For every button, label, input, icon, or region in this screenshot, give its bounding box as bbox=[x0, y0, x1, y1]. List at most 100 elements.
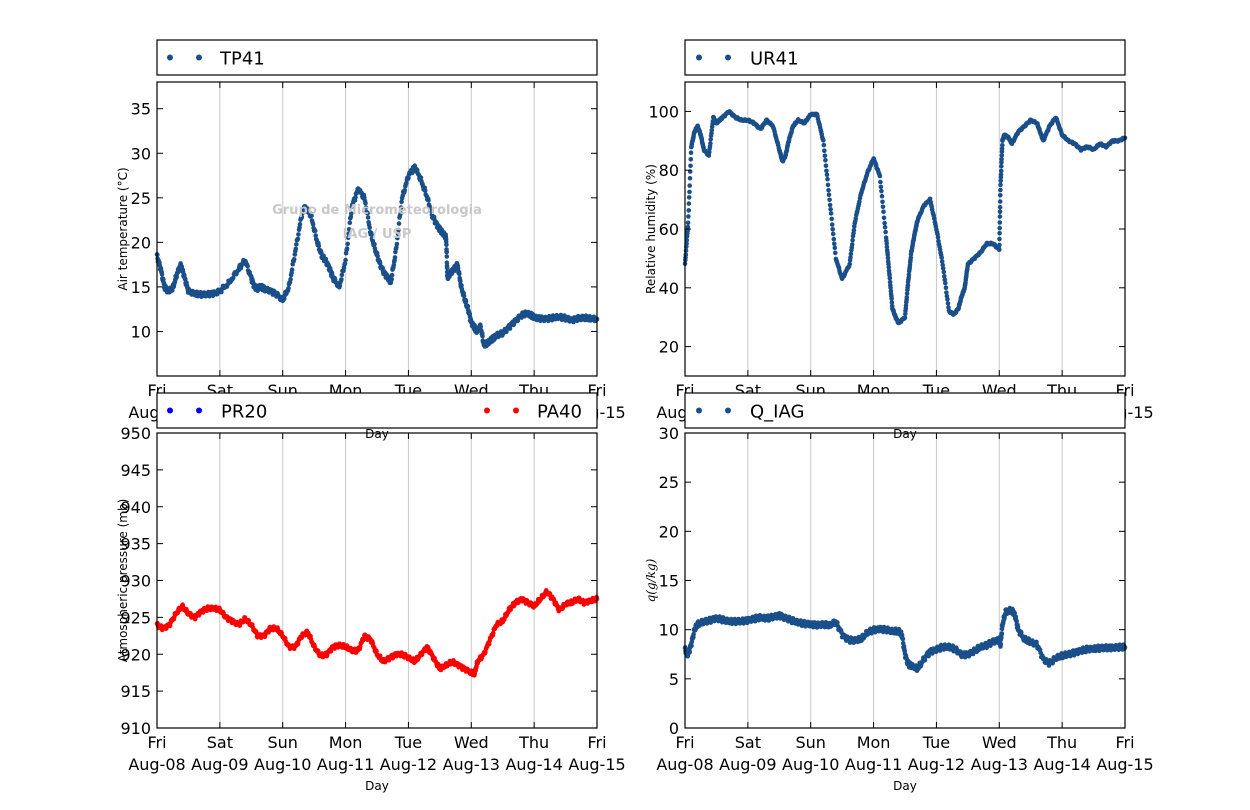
x-axis-label: Day bbox=[365, 427, 389, 441]
data-point bbox=[159, 271, 165, 277]
y-tick-label: 10 bbox=[131, 322, 151, 341]
x-tick-date-label: Aug-09 bbox=[719, 755, 776, 774]
data-point bbox=[999, 156, 1004, 162]
data-point bbox=[289, 267, 295, 273]
x-tick-date-label: Aug-11 bbox=[845, 755, 902, 774]
data-point bbox=[879, 193, 885, 199]
x-tick-day-label: Fri bbox=[1115, 733, 1134, 752]
data-point bbox=[297, 222, 303, 227]
data-point bbox=[396, 221, 402, 226]
data-point bbox=[850, 237, 855, 243]
x-tick-day-label: Mon bbox=[857, 733, 891, 752]
axes-frame bbox=[156, 81, 598, 377]
data-point bbox=[293, 246, 299, 252]
legend-box bbox=[684, 392, 1126, 429]
legend-marker bbox=[696, 54, 702, 61]
data-point bbox=[832, 241, 837, 247]
data-point bbox=[444, 254, 450, 259]
data-point bbox=[402, 188, 408, 193]
legend-box bbox=[684, 39, 1126, 76]
data-point bbox=[689, 643, 694, 649]
data-point bbox=[998, 187, 1003, 193]
data-point bbox=[683, 252, 689, 258]
data-point bbox=[398, 211, 403, 216]
data-point bbox=[833, 250, 838, 256]
data-point bbox=[398, 205, 404, 210]
legend-marker bbox=[725, 54, 731, 61]
data-point bbox=[935, 234, 941, 240]
data-point bbox=[685, 224, 691, 230]
data-point bbox=[345, 241, 351, 247]
data-point bbox=[829, 216, 834, 222]
data-point bbox=[998, 182, 1003, 188]
data-point bbox=[444, 265, 450, 271]
data-point bbox=[365, 215, 371, 220]
data-point bbox=[313, 233, 319, 238]
watermark-text: IAG / USP bbox=[343, 227, 412, 242]
x-tick-date-label: Aug-12 bbox=[908, 755, 965, 774]
data-point bbox=[463, 299, 469, 304]
data-point bbox=[363, 200, 368, 206]
data-point bbox=[459, 283, 464, 288]
data-point bbox=[394, 245, 399, 250]
data-point bbox=[461, 293, 467, 299]
data-point bbox=[426, 198, 431, 203]
data-point bbox=[687, 176, 693, 181]
x-tick-date-label: Aug-10 bbox=[782, 755, 839, 774]
data-point bbox=[230, 275, 236, 281]
y-tick-label: 950 bbox=[120, 424, 151, 443]
legend-label: PA40 bbox=[537, 402, 582, 423]
data-point bbox=[483, 650, 488, 655]
data-point bbox=[343, 257, 348, 263]
data-point bbox=[999, 631, 1005, 636]
data-point bbox=[389, 272, 395, 278]
y-tick-label: 935 bbox=[120, 535, 151, 554]
data-point bbox=[444, 260, 450, 266]
data-point bbox=[998, 642, 1003, 647]
data-point bbox=[940, 262, 945, 268]
y-tick-label: 20 bbox=[659, 338, 679, 357]
legend-marker bbox=[196, 407, 202, 414]
y-tick-label: 100 bbox=[648, 102, 679, 121]
data-point bbox=[940, 266, 946, 271]
legend-marker bbox=[513, 407, 519, 414]
data-point bbox=[458, 278, 463, 284]
data-point bbox=[946, 305, 951, 310]
data-point bbox=[349, 211, 354, 216]
data-point bbox=[878, 179, 883, 185]
x-tick-day-label: Sun bbox=[267, 733, 297, 752]
data-point bbox=[997, 209, 1003, 215]
data-point bbox=[399, 199, 404, 205]
data-point bbox=[827, 197, 832, 203]
data-point bbox=[686, 214, 691, 219]
data-point bbox=[997, 205, 1003, 210]
y-tick-label: 5 bbox=[669, 670, 679, 689]
y-tick-label: 25 bbox=[131, 189, 151, 208]
data-point bbox=[363, 205, 369, 210]
data-point bbox=[826, 192, 832, 198]
y-tick-label: 20 bbox=[131, 233, 151, 252]
legend-box bbox=[156, 392, 598, 429]
data-point bbox=[353, 194, 358, 200]
legend-marker bbox=[725, 407, 731, 414]
data-point bbox=[429, 208, 434, 213]
data-point bbox=[822, 148, 827, 153]
data-point bbox=[688, 150, 694, 155]
data-point bbox=[686, 195, 692, 200]
data-point bbox=[822, 153, 828, 158]
data-point bbox=[367, 225, 373, 230]
data-point bbox=[997, 242, 1002, 248]
data-point bbox=[491, 630, 496, 636]
data-point bbox=[857, 199, 862, 204]
x-tick-day-label: Fri bbox=[147, 733, 166, 752]
x-tick-day-label: Tue bbox=[922, 733, 950, 752]
y-tick-label: 25 bbox=[659, 473, 679, 492]
x-tick-day-label: Fri bbox=[675, 733, 694, 752]
data-point bbox=[888, 285, 893, 291]
data-point bbox=[1000, 143, 1005, 148]
data-point bbox=[286, 285, 291, 291]
data-point bbox=[821, 137, 826, 143]
x-axis-label: Day bbox=[893, 427, 917, 441]
data-point bbox=[380, 265, 386, 271]
